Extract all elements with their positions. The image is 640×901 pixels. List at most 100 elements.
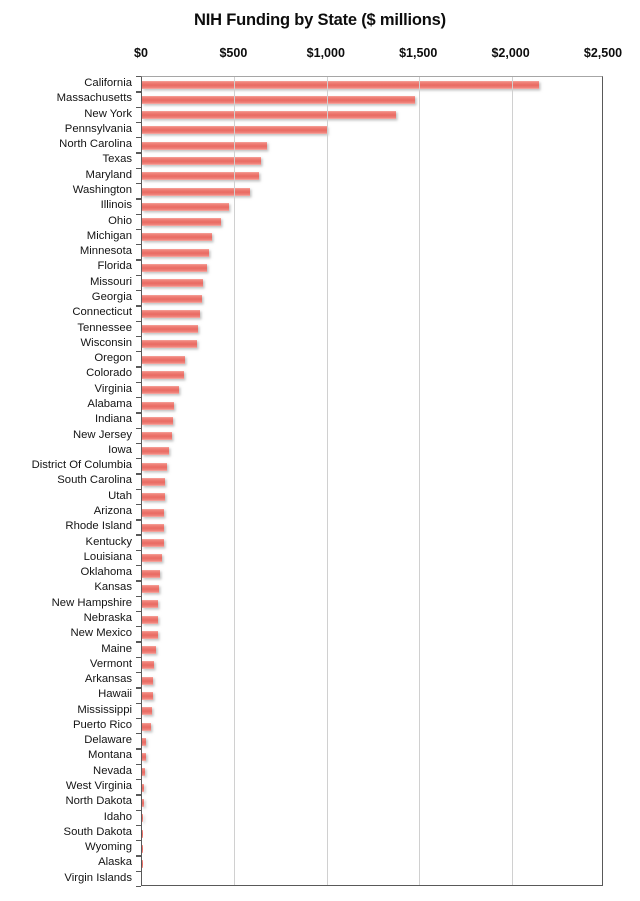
bar[interactable] — [142, 355, 185, 364]
y-axis-label: Idaho — [103, 810, 132, 823]
bar[interactable] — [142, 523, 165, 532]
bar-row — [142, 230, 602, 245]
y-axis-tick — [136, 152, 141, 154]
bar[interactable] — [142, 187, 251, 196]
y-axis-tick — [136, 213, 141, 215]
bar[interactable] — [142, 80, 540, 89]
bar-row — [142, 123, 602, 138]
y-axis-label: North Carolina — [59, 138, 132, 151]
bar[interactable] — [142, 141, 267, 150]
bar[interactable] — [142, 722, 152, 731]
bar-row — [142, 627, 602, 642]
bar[interactable] — [142, 447, 169, 456]
bar-row — [142, 92, 602, 107]
y-axis-tick — [136, 198, 141, 200]
bar-row — [142, 612, 602, 627]
bar-row — [142, 459, 602, 474]
bar[interactable] — [142, 493, 166, 502]
y-axis-tick — [136, 672, 141, 674]
y-axis-tick — [136, 549, 141, 552]
y-axis-tick — [136, 519, 141, 521]
bar[interactable] — [142, 279, 203, 288]
y-axis-tick — [136, 473, 141, 475]
bar[interactable] — [142, 111, 397, 120]
bar-row — [142, 581, 602, 596]
y-axis-tick — [136, 641, 141, 643]
bar[interactable] — [142, 264, 207, 273]
bar[interactable] — [142, 691, 154, 700]
x-tick-label: $2,500 — [583, 46, 623, 60]
bar[interactable] — [142, 386, 179, 395]
y-axis-tick — [136, 794, 141, 796]
bar-row — [142, 398, 602, 413]
y-axis-label: Pennsylvania — [64, 122, 132, 135]
bar[interactable] — [142, 844, 143, 853]
bar[interactable] — [142, 325, 199, 334]
bar[interactable] — [142, 615, 158, 624]
bar[interactable] — [142, 432, 173, 441]
y-axis-tick — [136, 381, 141, 383]
bar[interactable] — [142, 676, 154, 685]
bar[interactable] — [142, 707, 153, 716]
bar-row — [142, 505, 602, 520]
bar[interactable] — [142, 309, 201, 318]
y-axis-tick — [136, 412, 141, 414]
y-axis-tick — [136, 733, 141, 735]
bar[interactable] — [142, 783, 145, 792]
y-axis-label: Alaska — [98, 856, 132, 869]
bar-row — [142, 841, 602, 856]
y-axis-label: Maryland — [85, 168, 132, 181]
bar-row — [142, 367, 602, 382]
bar[interactable] — [142, 294, 203, 303]
bar[interactable] — [142, 554, 163, 563]
bar[interactable] — [142, 661, 155, 670]
bar[interactable] — [142, 829, 144, 838]
bar[interactable] — [142, 584, 159, 593]
bar[interactable] — [142, 401, 175, 410]
y-axis-tick — [136, 580, 141, 582]
bar[interactable] — [142, 202, 229, 211]
bar[interactable] — [142, 569, 161, 578]
bar[interactable] — [142, 416, 174, 425]
bar[interactable] — [142, 462, 167, 471]
bar[interactable] — [142, 233, 213, 242]
y-axis-label: Florida — [97, 260, 132, 273]
bar[interactable] — [142, 508, 165, 517]
bar[interactable] — [142, 477, 166, 486]
y-axis-label: West Virginia — [65, 780, 132, 793]
bar-row — [142, 169, 602, 184]
y-axis-label: Wisconsin — [80, 336, 132, 349]
x-tick-label: $1,000 — [306, 46, 345, 60]
bar[interactable] — [142, 157, 262, 166]
y-axis-label: District Of Columbia — [31, 459, 132, 472]
bar[interactable] — [142, 539, 164, 548]
x-axis-tick-labels: $0 $500 $1,000 $1,500 $2,000 $2,500 — [0, 46, 640, 66]
bar-row — [142, 429, 602, 444]
bar[interactable] — [142, 248, 210, 257]
bar[interactable] — [142, 218, 222, 227]
bar[interactable] — [142, 172, 260, 181]
y-axis-tick — [136, 809, 141, 811]
y-axis-tick — [136, 228, 141, 231]
bar[interactable] — [142, 95, 415, 104]
y-axis-tick — [136, 76, 141, 78]
bar[interactable] — [142, 737, 147, 746]
bar[interactable] — [142, 798, 144, 807]
bar[interactable] — [142, 371, 184, 380]
y-axis-label: Oregon — [94, 352, 132, 365]
bar[interactable] — [142, 630, 158, 639]
bar[interactable] — [142, 340, 198, 349]
bar-row — [142, 276, 602, 291]
bar[interactable] — [142, 646, 157, 655]
bar[interactable] — [142, 860, 143, 869]
bar-row — [142, 719, 602, 734]
y-axis-tick — [136, 442, 141, 445]
bar-row — [142, 734, 602, 749]
bar[interactable] — [142, 753, 146, 762]
bar[interactable] — [142, 814, 144, 823]
bar[interactable] — [142, 768, 145, 777]
bar-row — [142, 642, 602, 657]
bar[interactable] — [142, 600, 159, 609]
y-axis-tick — [136, 320, 141, 322]
